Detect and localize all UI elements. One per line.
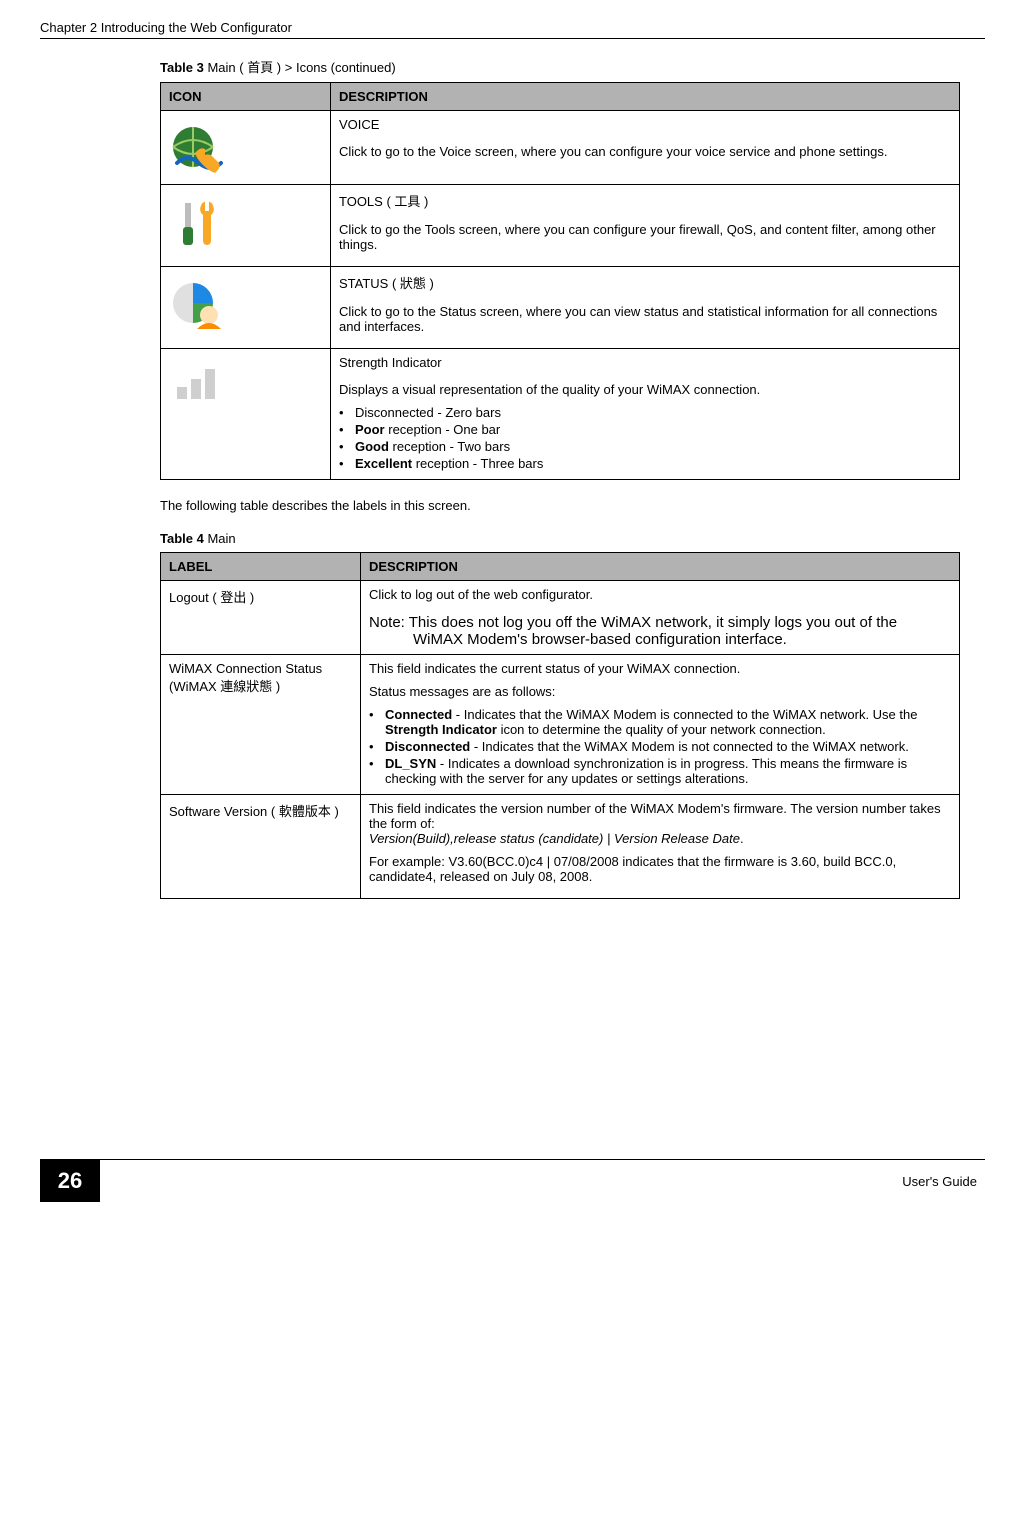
table4-col-label: LABEL: [161, 553, 361, 581]
table4-caption-rest: Main: [207, 531, 235, 546]
table-row: Software Version ( 軟體版本 ) This field ind…: [161, 795, 960, 899]
list-item: Excellent reception - Three bars: [339, 456, 951, 471]
intro-text: The following table describes the labels…: [160, 498, 985, 513]
tools-body: Click to go the Tools screen, where you …: [339, 222, 951, 252]
table3-caption: Table 3 Main ( 首頁 ) > Icons (continued): [160, 57, 985, 76]
table-row: STATUS ( 狀態 ) Click to go to the Status …: [161, 267, 960, 349]
list-item: Good reception - Two bars: [339, 439, 951, 454]
strength-bullets: Disconnected - Zero bars Poor reception …: [339, 405, 951, 471]
table3-col-icon: ICON: [161, 83, 331, 111]
footer: 26 User's Guide: [40, 1159, 985, 1202]
table3-caption-prefix: Table 3: [160, 60, 204, 75]
list-item: DL_SYN - Indicates a download synchroniz…: [369, 756, 951, 786]
swver-body: This field indicates the version number …: [369, 801, 951, 846]
wimax-bullets: Connected - Indicates that the WiMAX Mod…: [369, 707, 951, 786]
wimax-body2: Status messages are as follows:: [369, 684, 951, 699]
swver-body3: For example: V3.60(BCC.0)c4 | 07/08/2008…: [369, 854, 951, 884]
table4: LABEL DESCRIPTION Logout ( 登出 ) Click to…: [160, 552, 960, 899]
table-row: TOOLS ( 工具 ) Click to go the Tools scree…: [161, 185, 960, 267]
label-software-version: Software Version ( 軟體版本 ): [161, 795, 361, 899]
table3: ICON DESCRIPTION VOICE Click: [160, 82, 960, 480]
table4-caption: Table 4 Main: [160, 531, 985, 546]
logout-note: Note: This does not log you off the WiMA…: [369, 614, 951, 648]
logout-body: Click to log out of the web configurator…: [369, 587, 951, 602]
label-wimax-status: WiMAX Connection Status (WiMAX 連線狀態 ): [161, 655, 361, 795]
status-icon: [169, 279, 227, 334]
table3-col-desc: DESCRIPTION: [331, 83, 960, 111]
status-body: Click to go to the Status screen, where …: [339, 304, 951, 334]
table-row: Logout ( 登出 ) Click to log out of the we…: [161, 581, 960, 655]
tools-title: TOOLS ( 工具 ): [339, 191, 951, 210]
voice-body: Click to go to the Voice screen, where y…: [339, 144, 951, 159]
table-row: VOICE Click to go to the Voice screen, w…: [161, 111, 960, 185]
list-item: Poor reception - One bar: [339, 422, 951, 437]
strength-title: Strength Indicator: [339, 355, 951, 370]
strength-icon: [169, 361, 227, 406]
chapter-header: Chapter 2 Introducing the Web Configurat…: [40, 20, 985, 39]
list-item: Disconnected - Indicates that the WiMAX …: [369, 739, 951, 754]
table3-caption-rest: Main ( 首頁 ) > Icons (continued): [207, 60, 395, 75]
voice-title: VOICE: [339, 117, 951, 132]
strength-body: Displays a visual representation of the …: [339, 382, 951, 397]
status-title: STATUS ( 狀態 ): [339, 273, 951, 292]
label-logout: Logout ( 登出 ): [161, 581, 361, 655]
table-row: WiMAX Connection Status (WiMAX 連線狀態 ) Th…: [161, 655, 960, 795]
voice-icon: [169, 123, 227, 178]
list-item: Connected - Indicates that the WiMAX Mod…: [369, 707, 951, 737]
table4-col-desc: DESCRIPTION: [361, 553, 960, 581]
page-number: 26: [40, 1160, 100, 1202]
footer-guide: User's Guide: [902, 1174, 985, 1189]
table4-caption-prefix: Table 4: [160, 531, 204, 546]
wimax-body1: This field indicates the current status …: [369, 661, 951, 676]
table-row: Strength Indicator Displays a visual rep…: [161, 349, 960, 480]
list-item: Disconnected - Zero bars: [339, 405, 951, 420]
tools-icon: [169, 197, 227, 252]
